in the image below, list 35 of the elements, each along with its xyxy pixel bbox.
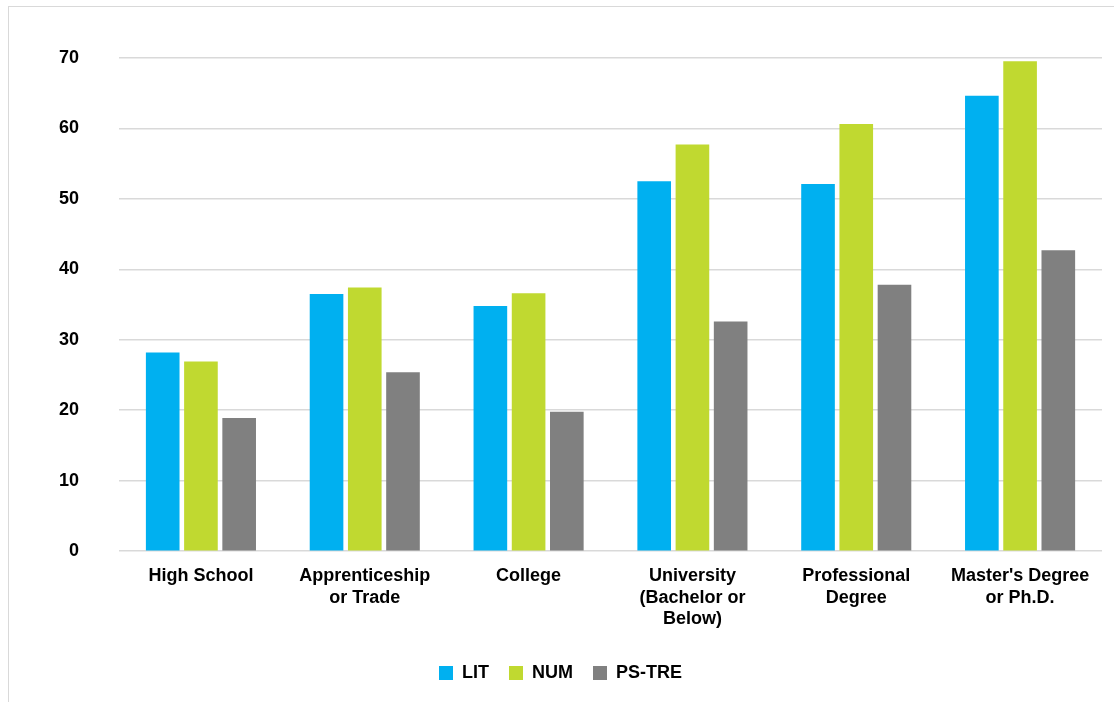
y-tick-label: 10 xyxy=(58,469,80,490)
bar xyxy=(386,372,420,551)
x-tick-label: University (Bachelor or Below) xyxy=(639,564,746,629)
y-tick-label: 0 xyxy=(69,540,80,561)
y-tick-label: 40 xyxy=(58,258,80,279)
bar xyxy=(473,305,508,551)
bar xyxy=(839,124,874,551)
bar xyxy=(965,95,999,551)
bar xyxy=(713,321,748,551)
y-tick-label: 60 xyxy=(58,117,80,138)
bar xyxy=(1003,61,1037,551)
bar xyxy=(347,287,382,551)
bar xyxy=(675,144,710,551)
bar xyxy=(309,293,344,551)
bar xyxy=(511,293,546,551)
y-tick-label: 50 xyxy=(58,187,80,208)
legend-label: PS-TRE xyxy=(615,661,682,682)
bar xyxy=(222,417,256,551)
x-tick-label: Professional Degree xyxy=(802,564,911,607)
bar xyxy=(637,181,672,551)
x-tick-label: College xyxy=(496,564,562,585)
y-tick-label: 70 xyxy=(58,46,80,67)
y-tick-label: 20 xyxy=(58,399,80,420)
bar xyxy=(184,361,218,551)
legend-label: NUM xyxy=(532,661,573,682)
legend-label: LIT xyxy=(462,661,490,682)
bar xyxy=(877,284,912,551)
bar xyxy=(1041,250,1076,551)
bar xyxy=(801,183,835,551)
bar xyxy=(145,352,180,551)
x-tick-label: Master's Degree or Ph.D. xyxy=(950,564,1090,607)
bar xyxy=(550,411,584,551)
x-tick-label: Apprenticeship or Trade xyxy=(299,564,431,607)
x-tick-label: High School xyxy=(148,564,254,585)
y-tick-label: 30 xyxy=(58,328,80,349)
